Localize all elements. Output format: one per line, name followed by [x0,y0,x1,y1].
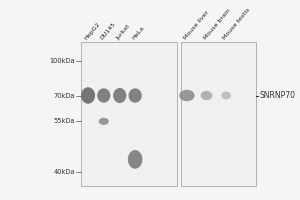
Ellipse shape [128,88,142,103]
Bar [80,42,177,186]
Text: Jurkat: Jurkat [116,23,132,41]
Bar [181,42,256,186]
Ellipse shape [113,88,126,103]
Text: SNRNP70: SNRNP70 [260,91,296,100]
Text: 70kDa: 70kDa [53,93,75,99]
Ellipse shape [221,92,231,99]
Text: Mouse testis: Mouse testis [222,7,251,41]
Text: HeLa: HeLa [131,25,146,41]
Ellipse shape [179,90,195,101]
Text: 40kDa: 40kDa [53,169,75,175]
Text: HepG2: HepG2 [84,21,101,41]
Text: DU145: DU145 [99,21,116,41]
Text: Mouse brain: Mouse brain [203,8,231,41]
Ellipse shape [99,118,109,125]
Ellipse shape [128,150,142,169]
Ellipse shape [81,87,95,104]
Text: Mouse liver: Mouse liver [183,10,210,41]
Text: 55kDa: 55kDa [53,118,75,124]
Ellipse shape [201,91,212,100]
Text: 100kDa: 100kDa [49,58,75,64]
Ellipse shape [97,88,110,103]
